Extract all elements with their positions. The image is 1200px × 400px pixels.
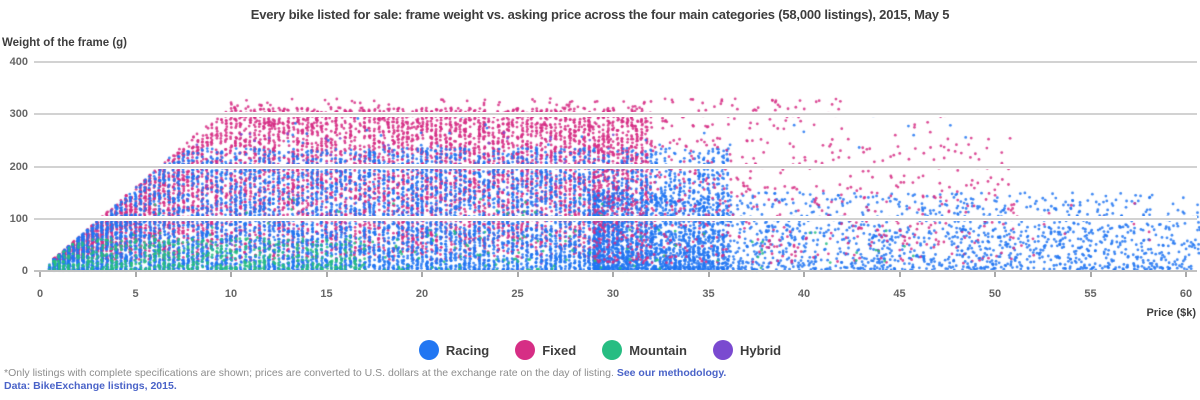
y-tick-label: 400: [9, 56, 28, 68]
footnote: *Only listings with complete specificati…: [4, 367, 726, 393]
y-tick-label: 200: [9, 160, 28, 173]
x-tick-mark: [325, 272, 328, 277]
legend-item-mountain[interactable]: Mountain: [602, 340, 687, 360]
x-tick-label: 20: [415, 288, 429, 300]
x-tick-label: 50: [988, 288, 1002, 300]
x-tick-mark: [134, 272, 137, 277]
x-tick-mark: [612, 272, 614, 277]
x-tick-label: 60: [1179, 288, 1193, 300]
x-tick-label: 0: [36, 288, 44, 300]
x-tick-label: 40: [797, 288, 811, 300]
x-tick-label: 10: [224, 288, 238, 300]
footnote-note: *Only listings with complete specificati…: [4, 367, 726, 380]
source-link[interactable]: Data: BikeExchange listings, 2015.: [4, 380, 177, 392]
x-tick-label: 25: [511, 288, 524, 300]
legend-item-label: Mountain: [629, 342, 687, 358]
x-tick-mark: [1185, 272, 1187, 277]
legend-item-label: Racing: [445, 342, 490, 358]
y-tick-label: 0: [21, 265, 28, 277]
legend-item-fixed[interactable]: Fixed: [515, 340, 576, 360]
y-tick-label: 100: [9, 212, 28, 225]
x-tick-mark: [707, 272, 710, 277]
x-tick-mark: [230, 272, 232, 277]
legend-swatch-icon: [418, 340, 439, 360]
gridline-y400: [34, 59, 1197, 65]
gridline-rule: [34, 165, 1197, 168]
x-tick-mark: [803, 272, 805, 277]
x-tick-mark: [898, 272, 901, 277]
x-tick-label: 15: [320, 288, 333, 300]
gridline-y200: [34, 164, 1197, 169]
x-tick-mark: [516, 272, 519, 277]
legend-item-label: Fixed: [542, 342, 577, 358]
footnote-text: *Only listings with complete specificati…: [4, 367, 614, 379]
legend: Racing Fixed Mountain Hybrid: [0, 340, 1200, 360]
legend-item-racing[interactable]: Racing: [418, 340, 490, 360]
gridline-rule: [34, 113, 1197, 116]
x-tick-mark: [994, 272, 996, 277]
x-tick-mark: [39, 272, 41, 277]
x-tick-label: 5: [132, 288, 139, 300]
x-axis-line: [34, 270, 1197, 272]
x-axis-label: Price ($k): [1146, 307, 1196, 319]
y-tick-label: 300: [9, 108, 28, 121]
gridline-rule: [34, 217, 1197, 220]
x-tick-mark: [1089, 272, 1092, 277]
legend-swatch-icon: [515, 340, 536, 360]
x-tick-label: 45: [893, 288, 906, 300]
x-tick-mark: [421, 272, 423, 277]
gridline-y100: [34, 216, 1197, 222]
x-tick-label: 35: [702, 288, 715, 300]
x-tick-label: 30: [606, 288, 620, 300]
methodology-link[interactable]: See our methodology.: [616, 367, 727, 379]
legend-item-label: Hybrid: [739, 342, 782, 358]
gridline-y300: [34, 111, 1197, 117]
gridline-rule: [34, 61, 1197, 63]
legend-item-hybrid[interactable]: Hybrid: [712, 340, 782, 360]
legend-swatch-icon: [712, 340, 733, 360]
legend-swatch-icon: [602, 340, 623, 360]
x-tick-label: 55: [1084, 288, 1097, 300]
